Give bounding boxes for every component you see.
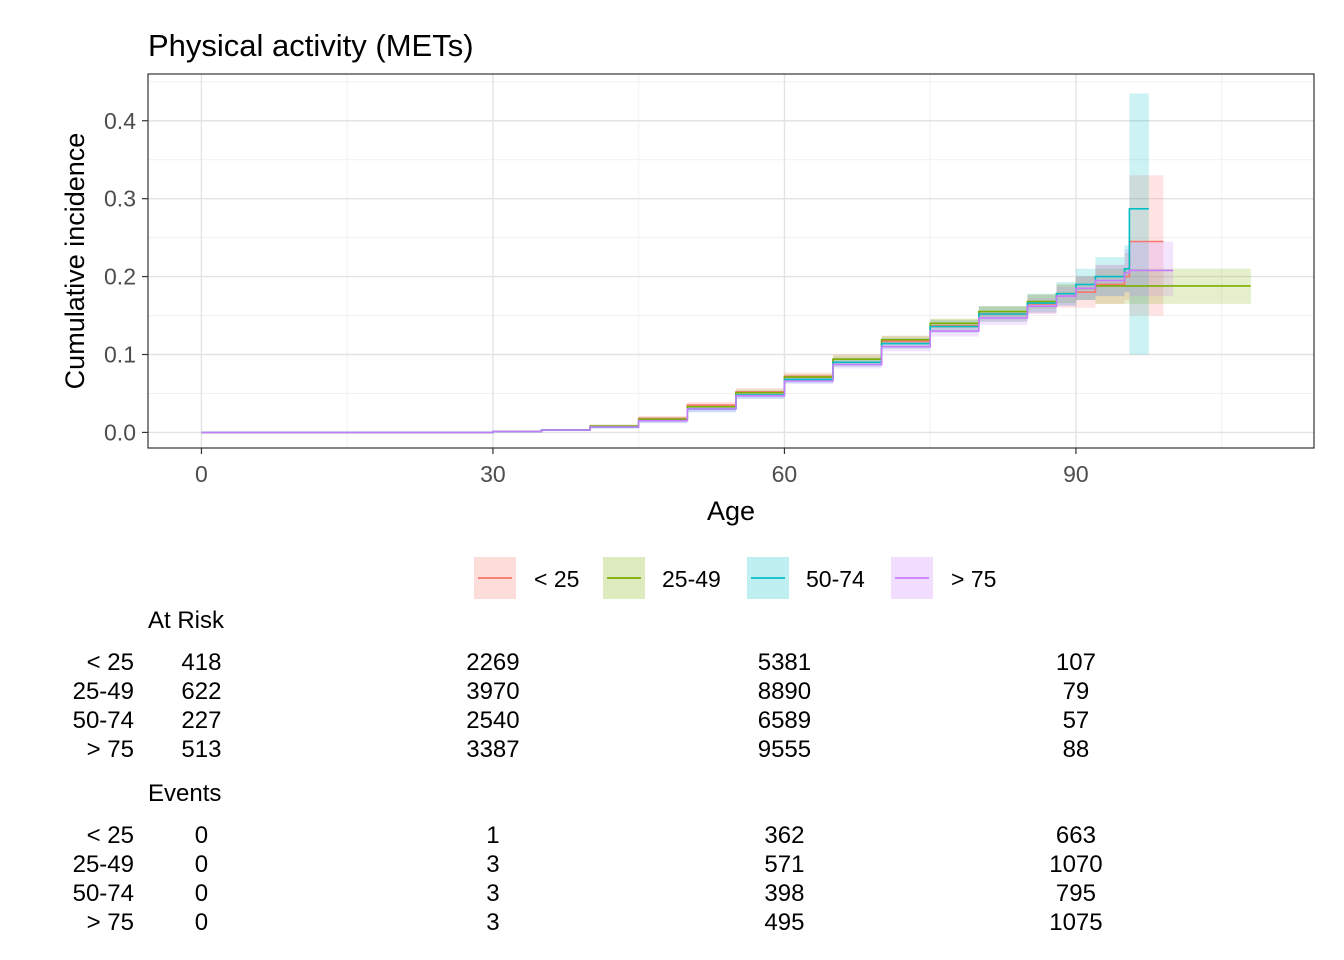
legend-label: < 25 bbox=[534, 566, 579, 592]
table-cell: 57 bbox=[1063, 707, 1090, 734]
table-row-label: > 75 bbox=[87, 736, 134, 763]
incidence-lines bbox=[201, 208, 1251, 434]
ci-ribbon-1 bbox=[201, 268, 1251, 433]
table-row-label: 25-49 bbox=[73, 678, 134, 705]
x-tick-label: 0 bbox=[195, 461, 208, 487]
legend-label: 50-74 bbox=[806, 566, 865, 592]
table-cell: 495 bbox=[764, 909, 804, 936]
x-tick-label: 60 bbox=[772, 461, 798, 487]
confidence-ribbons bbox=[201, 93, 1251, 433]
minor-gridlines bbox=[148, 74, 1314, 448]
table-cell: 622 bbox=[181, 678, 221, 705]
y-tick-label: 0.1 bbox=[104, 342, 136, 368]
incidence-line-3 bbox=[201, 269, 1174, 434]
table-cell: 513 bbox=[181, 736, 221, 763]
table-cell: 2269 bbox=[466, 649, 519, 676]
at-risk-title: At Risk bbox=[148, 607, 225, 634]
table-cell: 3 bbox=[486, 909, 499, 936]
table-cell: 8890 bbox=[758, 678, 811, 705]
table-cell: 0 bbox=[195, 880, 208, 907]
ci-ribbon-2 bbox=[201, 93, 1149, 433]
table-cell: 571 bbox=[764, 851, 804, 878]
table-cell: 663 bbox=[1056, 822, 1096, 849]
table-cell: 0 bbox=[195, 909, 208, 936]
events-table: < 25 0 1 362 663 25-49 0 3 571 1070 50-74 0 3 398 795 >… bbox=[73, 822, 1103, 936]
table-cell: 1 bbox=[486, 822, 499, 849]
x-axis-title: Age bbox=[707, 496, 755, 526]
x-tick-label: 30 bbox=[480, 461, 506, 487]
table-row-label: > 75 bbox=[87, 909, 134, 936]
incidence-line-0 bbox=[201, 240, 1164, 434]
table-row-label: < 25 bbox=[87, 822, 134, 849]
y-tick-label: 0.2 bbox=[104, 264, 136, 290]
x-axis: 0 30 60 90 bbox=[195, 448, 1089, 487]
chart-title: Physical activity (METs) bbox=[148, 28, 474, 63]
table-cell: 3 bbox=[486, 851, 499, 878]
legend-label: 25-49 bbox=[662, 566, 721, 592]
y-axis: 0.0 0.1 0.2 0.3 0.4 bbox=[104, 108, 148, 445]
table-cell: 418 bbox=[181, 649, 221, 676]
table-row-label: 50-74 bbox=[73, 880, 134, 907]
table-cell: 3 bbox=[486, 880, 499, 907]
table-row-label: 25-49 bbox=[73, 851, 134, 878]
table-cell: 107 bbox=[1056, 649, 1096, 676]
table-cell: 3387 bbox=[466, 736, 519, 763]
table-cell: 0 bbox=[195, 822, 208, 849]
y-tick-label: 0.4 bbox=[104, 108, 136, 134]
table-cell: 79 bbox=[1063, 678, 1090, 705]
legend-label: > 75 bbox=[951, 566, 996, 592]
events-title: Events bbox=[148, 780, 221, 807]
table-cell: 227 bbox=[181, 707, 221, 734]
table-cell: 1075 bbox=[1049, 909, 1102, 936]
plot-panel-border bbox=[147, 73, 1315, 449]
table-cell: 0 bbox=[195, 851, 208, 878]
table-row-label: < 25 bbox=[87, 649, 134, 676]
y-tick-label: 0.3 bbox=[104, 186, 136, 212]
y-tick-label: 0.0 bbox=[104, 419, 136, 445]
table-cell: 6589 bbox=[758, 707, 811, 734]
x-tick-label: 90 bbox=[1063, 461, 1089, 487]
table-cell: 362 bbox=[764, 822, 804, 849]
at-risk-table: < 25 418 2269 5381 107 25-49 622 3970 8890 79 50-7… bbox=[73, 649, 1096, 763]
table-cell: 795 bbox=[1056, 880, 1096, 907]
table-cell: 9555 bbox=[758, 736, 811, 763]
y-axis-title: Cumulative incidence bbox=[60, 133, 90, 390]
table-cell: 3970 bbox=[466, 678, 519, 705]
table-cell: 2540 bbox=[466, 707, 519, 734]
table-cell: 5381 bbox=[758, 649, 811, 676]
legend: < 25 25-49 50-74 > 75 bbox=[474, 557, 996, 599]
table-row-label: 50-74 bbox=[73, 707, 134, 734]
table-cell: 398 bbox=[764, 880, 804, 907]
table-cell: 88 bbox=[1063, 736, 1090, 763]
table-cell: 1070 bbox=[1049, 851, 1102, 878]
